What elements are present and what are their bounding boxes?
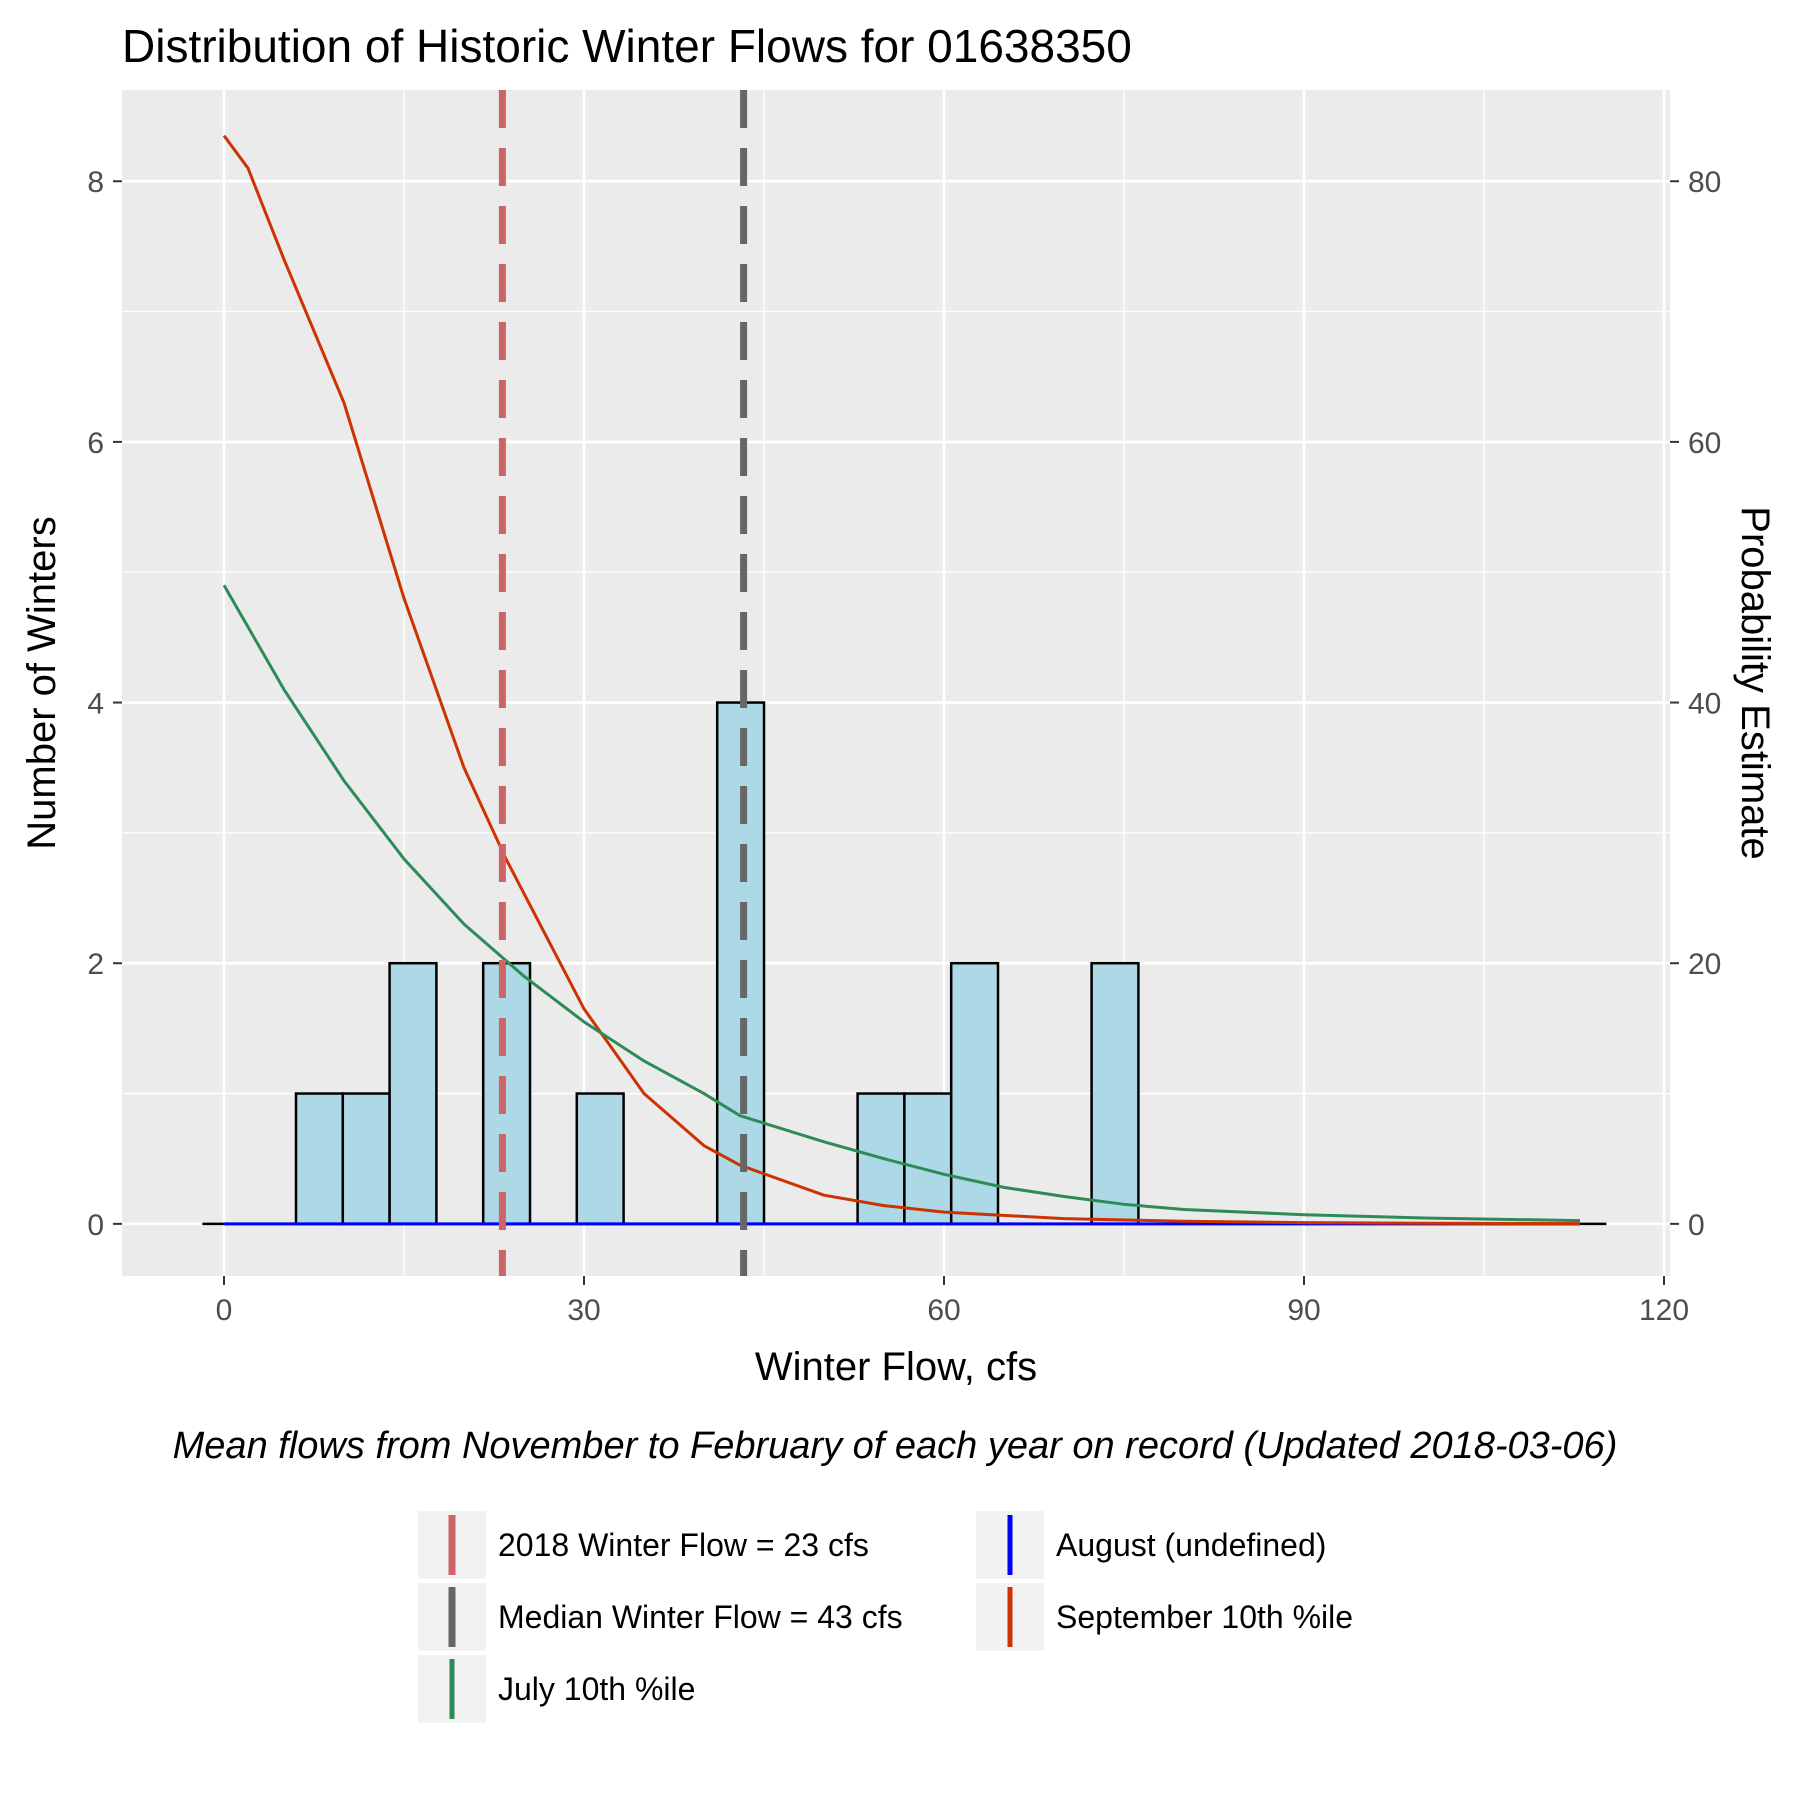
y2-axis-title: Probability Estimate [1733,506,1777,859]
y2-tick-label: 20 [1688,948,1721,981]
y-tick-label: 2 [87,948,104,981]
x-tick-label: 90 [1287,1294,1320,1327]
y2-axis-ticks: 0 20 40 60 80 [1670,166,1721,1242]
histogram-bar [575,1092,625,1226]
curve-september-10th-ile [222,134,1581,1226]
legend-label-september-10th-ile: September 10th %ile [1056,1599,1353,1635]
histogram-bar [481,961,532,1226]
y-tick-label: 0 [87,1209,104,1242]
legend-label-2018-winter-flow-23-cfs: 2018 Winter Flow = 23 cfs [498,1527,869,1563]
x-axis-ticks: 0 30 60 90 120 [216,1276,1689,1327]
probability-curves [222,134,1581,1226]
y-tick-label: 4 [87,688,104,721]
y2-tick-label: 60 [1688,427,1721,460]
y2-tick-label: 40 [1688,688,1721,721]
x-axis-title: Winter Flow, cfs [755,1345,1037,1389]
histogram-bar [1090,961,1140,1226]
legend-label-august-undefined: August (undefined) [1056,1527,1326,1563]
grid-minor [122,90,1670,1276]
x-tick-label: 60 [927,1294,960,1327]
histogram-bar [903,1092,953,1226]
y-axis-title: Number of Winters [20,516,64,849]
y-tick-label: 6 [87,427,104,460]
y2-tick-label: 0 [1688,1209,1705,1242]
chart-title: Distribution of Historic Winter Flows fo… [122,20,1132,72]
histogram-bar [388,961,438,1226]
curve-july-10th-ile [222,584,1581,1223]
x-tick-label: 120 [1639,1294,1689,1327]
histogram-bar [341,1092,391,1226]
x-tick-label: 30 [567,1294,600,1327]
y2-tick-label: 80 [1688,166,1721,199]
legend-label-median-winter-flow-43-cfs: Median Winter Flow = 43 cfs [498,1599,903,1635]
x-tick-label: 0 [216,1294,233,1327]
histogram-bar [294,1092,345,1226]
legend-label-july-10th-ile: July 10th %ile [498,1671,695,1707]
y-tick-label: 8 [87,166,104,199]
legend: 2018 Winter Flow = 23 cfs Median Winter F… [418,1511,1353,1723]
chart-caption: Mean flows from November to February of … [173,1425,1618,1467]
reference-lines [498,90,748,1276]
plot-panel [122,90,1670,1276]
y-axis-ticks: 0 2 4 6 8 [87,166,122,1242]
